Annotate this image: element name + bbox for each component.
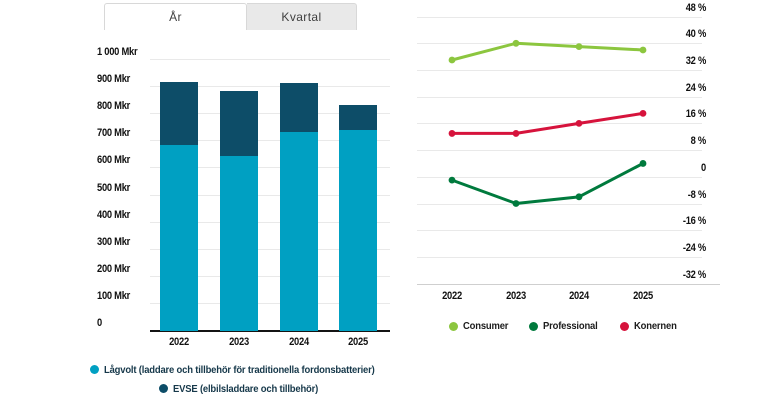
bar-y-axis-label: 1 000 Mkr bbox=[97, 46, 138, 58]
line-x-axis-label: 2022 bbox=[442, 290, 462, 302]
tab-quarter[interactable]: Kvartal bbox=[247, 3, 357, 30]
bar-gridline bbox=[150, 140, 390, 142]
line-y-axis-label: -16 % bbox=[682, 215, 706, 228]
bar-gridline bbox=[150, 194, 390, 196]
evse-dot-icon bbox=[159, 384, 169, 393]
line-gridline bbox=[417, 123, 702, 125]
line-gridline bbox=[417, 256, 702, 258]
data-point-consumer[interactable] bbox=[448, 56, 456, 64]
line-gridline bbox=[417, 43, 702, 45]
bar-segment-lagvolt[interactable] bbox=[220, 156, 258, 331]
bar-y-axis-label: 500 Mkr bbox=[97, 181, 131, 194]
data-point-professional[interactable] bbox=[575, 193, 583, 201]
line-gridline bbox=[417, 176, 702, 178]
bar-gridline bbox=[150, 113, 390, 115]
bar-segment-evse[interactable] bbox=[339, 104, 377, 131]
line-y-axis-label: -24 % bbox=[682, 241, 706, 254]
line-y-axis-label: 8 % bbox=[690, 135, 707, 148]
bar-gridline bbox=[150, 167, 390, 169]
bar-gridline bbox=[150, 248, 390, 250]
line-gridline bbox=[417, 230, 702, 232]
line-y-axis-label: 24 % bbox=[685, 81, 707, 94]
bar-gridline bbox=[150, 275, 390, 277]
legend-item-professional[interactable]: Professional bbox=[529, 320, 604, 332]
bar-x-axis-label: 2022 bbox=[169, 336, 189, 348]
legend-item-lagvolt[interactable]: Lågvolt (laddare och tillbehör för tradi… bbox=[89, 361, 397, 378]
line-y-axis-label: 40 % bbox=[685, 28, 707, 41]
line-gridline bbox=[417, 16, 702, 18]
konernen-dot-icon bbox=[619, 321, 629, 331]
legend-item-evse[interactable]: EVSE (elbilsladdare och tillbehör) bbox=[97, 380, 397, 397]
line-y-axis-label: 16 % bbox=[685, 108, 707, 121]
bar-segment-evse[interactable] bbox=[160, 81, 198, 146]
bar-x-axis-label: 2024 bbox=[289, 336, 309, 348]
lagvolt-dot-icon bbox=[89, 365, 99, 374]
bar-y-axis-label: 700 Mkr bbox=[97, 127, 131, 140]
line-chart-legend: Consumer Professional Konernen bbox=[420, 317, 710, 335]
bar-y-axis-label: 800 Mkr bbox=[97, 100, 131, 113]
data-point-konernen[interactable] bbox=[448, 130, 456, 137]
line-y-axis-label: -32 % bbox=[682, 268, 706, 281]
line-gridline bbox=[417, 283, 720, 285]
legend-label-professional: Professional bbox=[543, 320, 598, 332]
bar-y-axis-label: 300 Mkr bbox=[97, 235, 131, 248]
tab-year[interactable]: År bbox=[104, 3, 247, 30]
line-x-axis-label: 2024 bbox=[569, 290, 589, 302]
data-point-consumer[interactable] bbox=[639, 46, 647, 54]
line-y-axis-label: 32 % bbox=[685, 55, 707, 67]
bar-segment-evse[interactable] bbox=[280, 83, 318, 132]
legend-label-konernen: Konernen bbox=[633, 320, 677, 332]
bar-chart-legend: Lågvolt (laddare och tillbehör för tradi… bbox=[89, 361, 397, 397]
legend-item-consumer[interactable]: Consumer bbox=[448, 320, 513, 332]
line-gridline bbox=[417, 96, 702, 98]
line-x-axis-label: 2025 bbox=[633, 290, 653, 302]
bar-y-axis-label: 600 Mkr bbox=[97, 154, 131, 167]
bar-gridline bbox=[150, 221, 390, 223]
bar-segment-lagvolt[interactable] bbox=[280, 131, 318, 331]
bar-x-axis-line bbox=[150, 330, 390, 332]
line-x-axis-label: 2023 bbox=[506, 290, 526, 302]
bar-y-axis-label: 400 Mkr bbox=[97, 208, 131, 221]
bar-segment-lagvolt[interactable] bbox=[339, 130, 377, 331]
bar-gridline bbox=[150, 59, 390, 60]
legend-label-lagvolt: Lågvolt (laddare och tillbehör för tradi… bbox=[103, 363, 375, 376]
bar-y-axis-label: 900 Mkr bbox=[97, 73, 131, 86]
professional-dot-icon bbox=[529, 321, 539, 331]
bar-gridline bbox=[150, 86, 390, 88]
line-y-axis-label: 0 bbox=[701, 161, 706, 174]
period-tabs: År Kvartal bbox=[104, 3, 357, 30]
data-point-konernen[interactable] bbox=[512, 130, 520, 137]
bar-y-axis-label: 200 Mkr bbox=[97, 262, 131, 275]
line-y-axis-label: -8 % bbox=[687, 188, 706, 201]
bar-gridline bbox=[150, 302, 390, 304]
consumer-dot-icon bbox=[448, 321, 458, 331]
line-y-axis-label: 48 % bbox=[685, 1, 707, 14]
legend-label-evse: EVSE (elbilsladdare och tillbehör) bbox=[173, 382, 319, 395]
bar-segment-lagvolt[interactable] bbox=[160, 145, 198, 331]
legend-label-consumer: Consumer bbox=[462, 320, 509, 332]
legend-item-konernen[interactable]: Konernen bbox=[619, 320, 681, 332]
bar-x-axis-label: 2025 bbox=[348, 336, 368, 348]
line-gridline bbox=[417, 150, 702, 152]
line-gridline bbox=[417, 203, 702, 205]
line-gridline bbox=[417, 70, 702, 71]
bar-segment-evse[interactable] bbox=[220, 91, 258, 157]
line-series-professional bbox=[450, 161, 645, 205]
line-series-consumer bbox=[450, 41, 645, 62]
bar-x-axis-label: 2023 bbox=[229, 336, 249, 348]
bar-y-axis-label: 0 bbox=[97, 317, 102, 329]
bar-y-axis-label: 100 Mkr bbox=[97, 289, 131, 302]
